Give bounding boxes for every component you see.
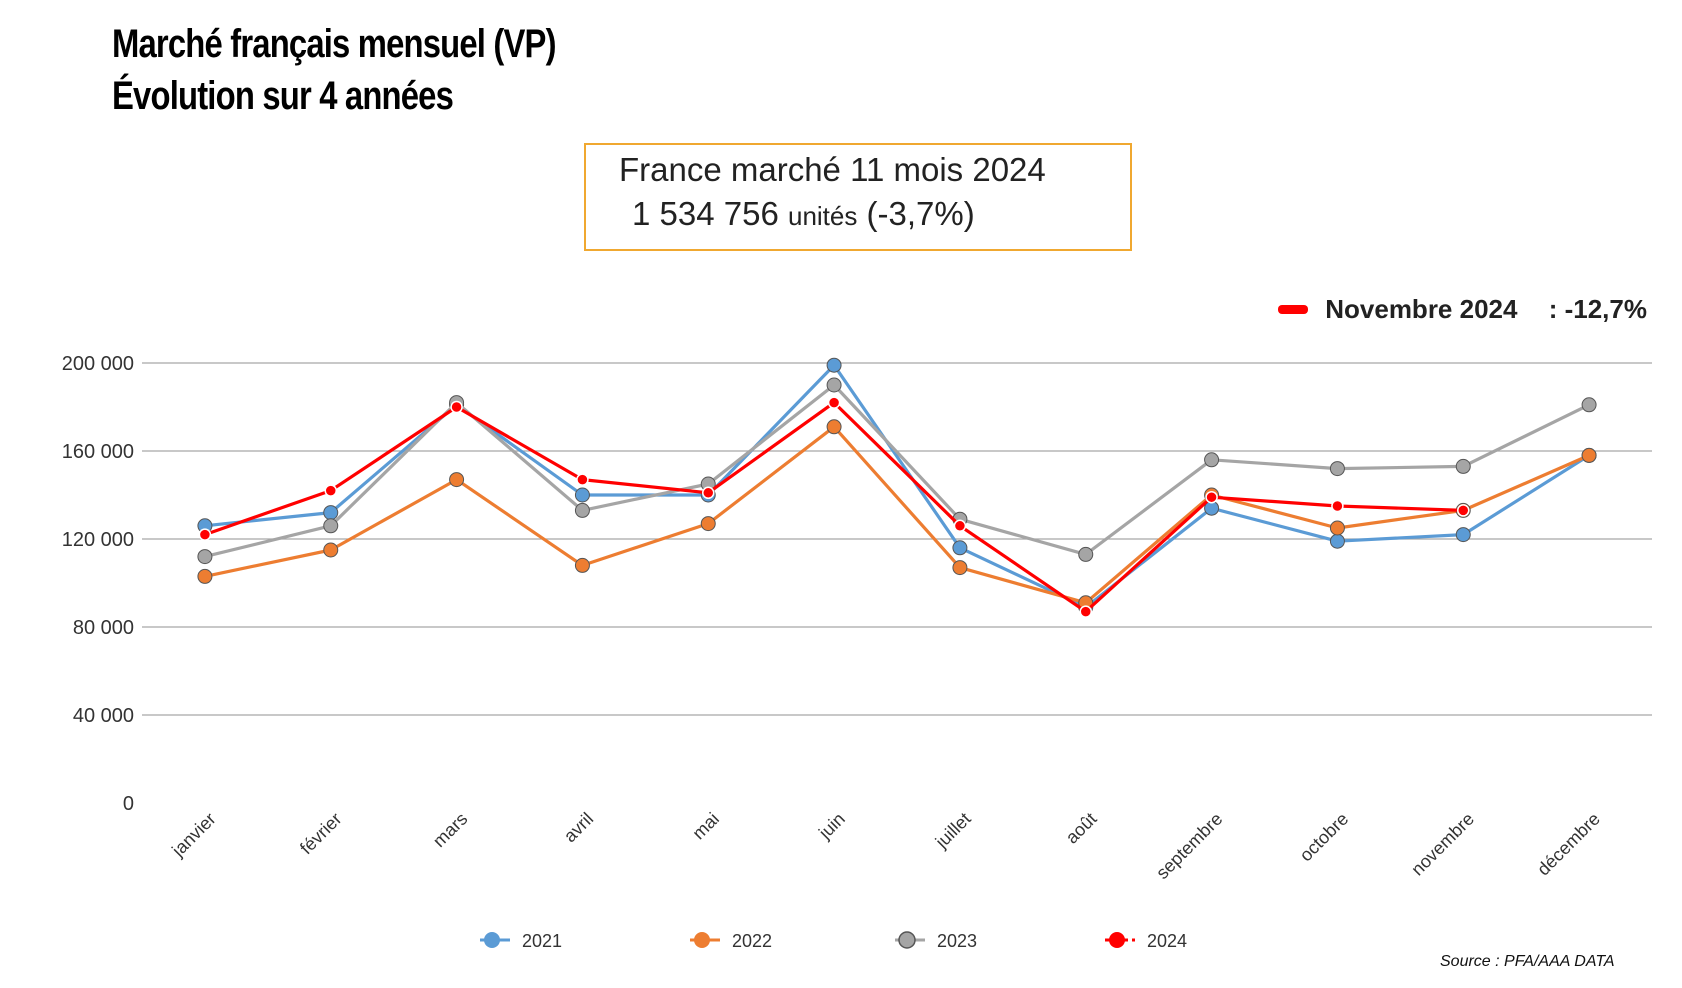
legend-marker xyxy=(694,932,710,948)
data-point xyxy=(702,486,715,500)
data-point xyxy=(323,518,339,534)
data-point xyxy=(323,505,339,521)
callout-value: : -12,7% xyxy=(1548,294,1647,324)
chart-title: Marché français mensuel (VP) Évolution s… xyxy=(112,18,557,122)
series-2024 xyxy=(198,396,1470,618)
x-tick-label: janvier xyxy=(167,809,219,861)
legend-item-2024: 2024 xyxy=(1105,931,1187,951)
data-point xyxy=(952,540,968,556)
data-point xyxy=(1329,533,1345,549)
x-tick-label: novembre xyxy=(1407,809,1478,880)
data-point xyxy=(449,472,465,488)
y-tick-label: 200 000 xyxy=(62,353,134,375)
series-line-2022 xyxy=(204,425,1590,605)
x-tick-label: décembre xyxy=(1533,809,1604,880)
summary-units-value: 1 534 756 xyxy=(632,195,779,232)
callout-swatch xyxy=(1278,304,1308,314)
data-point xyxy=(198,528,212,541)
data-point xyxy=(826,377,842,393)
data-point xyxy=(197,568,213,584)
x-tick-label: juin xyxy=(814,809,849,844)
data-point xyxy=(1329,520,1345,536)
data-point xyxy=(953,519,967,533)
data-point xyxy=(827,396,841,409)
x-tick-label: septembre xyxy=(1152,809,1226,883)
title-line-2: Évolution sur 4 années xyxy=(112,74,454,118)
data-point xyxy=(1204,452,1220,468)
series-2022 xyxy=(197,419,1597,611)
y-tick-label: 40 000 xyxy=(73,705,134,727)
data-point xyxy=(952,560,968,576)
legend-label: 2024 xyxy=(1147,931,1187,951)
data-point xyxy=(1079,605,1092,618)
legend-item-2021: 2021 xyxy=(480,931,562,951)
data-point xyxy=(197,549,213,565)
data-point xyxy=(574,557,590,573)
legend-marker xyxy=(898,931,916,949)
series-lines xyxy=(197,357,1597,618)
data-point xyxy=(1455,458,1471,474)
data-point xyxy=(1581,397,1597,413)
market-summary-box: France marché 11 mois 2024 1 534 756 uni… xyxy=(584,143,1132,251)
x-tick-label: août xyxy=(1062,809,1101,848)
data-point xyxy=(1329,461,1345,477)
summary-figures: 1 534 756 unités (-3,7%) xyxy=(632,195,975,233)
data-point xyxy=(1078,546,1094,562)
series-2023 xyxy=(197,377,1597,565)
callout-label: Novembre 2024 xyxy=(1325,294,1518,324)
y-tick-label: 120 000 xyxy=(62,529,134,551)
legend-label: 2023 xyxy=(937,931,977,951)
series-line-2021 xyxy=(204,363,1590,609)
grid-lines xyxy=(142,362,1652,716)
data-point xyxy=(700,516,716,532)
x-tick-label: février xyxy=(296,809,346,859)
legend-item-2023: 2023 xyxy=(895,931,977,951)
y-tick-label: 80 000 xyxy=(73,617,134,639)
data-point xyxy=(574,487,590,503)
data-point xyxy=(1205,490,1218,504)
legend-label: 2022 xyxy=(732,931,772,951)
x-axis-ticks: janvier février mars avril mai juin juillet aoû… xyxy=(167,809,1604,883)
x-tick-label: avril xyxy=(560,809,597,846)
summary-heading: France marché 11 mois 2024 xyxy=(619,151,1046,188)
legend-marker xyxy=(1109,932,1125,948)
legend-item-2022: 2022 xyxy=(690,931,772,951)
data-point xyxy=(576,473,589,486)
x-tick-label: juillet xyxy=(931,809,975,853)
november-callout: Novembre 2024 : -12,7% xyxy=(1278,294,1647,325)
x-tick-label: mars xyxy=(429,809,471,851)
data-point xyxy=(826,419,842,435)
y-axis-ticks: 0 40 000 80 000 120 000 160 000 200 000 xyxy=(62,353,134,815)
y-tick-label: 0 xyxy=(123,793,134,815)
data-point xyxy=(1581,447,1597,463)
data-point xyxy=(1331,499,1344,513)
legend: 2021 2022 2023 2024 xyxy=(480,931,1187,951)
data-point xyxy=(826,357,842,373)
series-2021 xyxy=(197,357,1597,615)
legend-label: 2021 xyxy=(522,931,562,951)
title-line-1: Marché français mensuel (VP) xyxy=(112,22,557,66)
data-point xyxy=(574,502,590,518)
x-tick-label: octobre xyxy=(1296,809,1353,866)
data-point xyxy=(1457,504,1470,517)
y-tick-label: 160 000 xyxy=(62,441,134,463)
data-point xyxy=(324,484,337,497)
data-point xyxy=(450,400,463,414)
summary-change: (-3,7%) xyxy=(866,195,975,232)
x-tick-label: mai xyxy=(688,809,723,844)
series-line-2023 xyxy=(204,383,1590,559)
legend-marker xyxy=(484,932,500,948)
source-note: Source : PFA/AAA DATA xyxy=(1440,953,1615,970)
data-point xyxy=(323,542,339,558)
data-point xyxy=(1455,527,1471,543)
summary-units-label: unités xyxy=(787,201,858,231)
